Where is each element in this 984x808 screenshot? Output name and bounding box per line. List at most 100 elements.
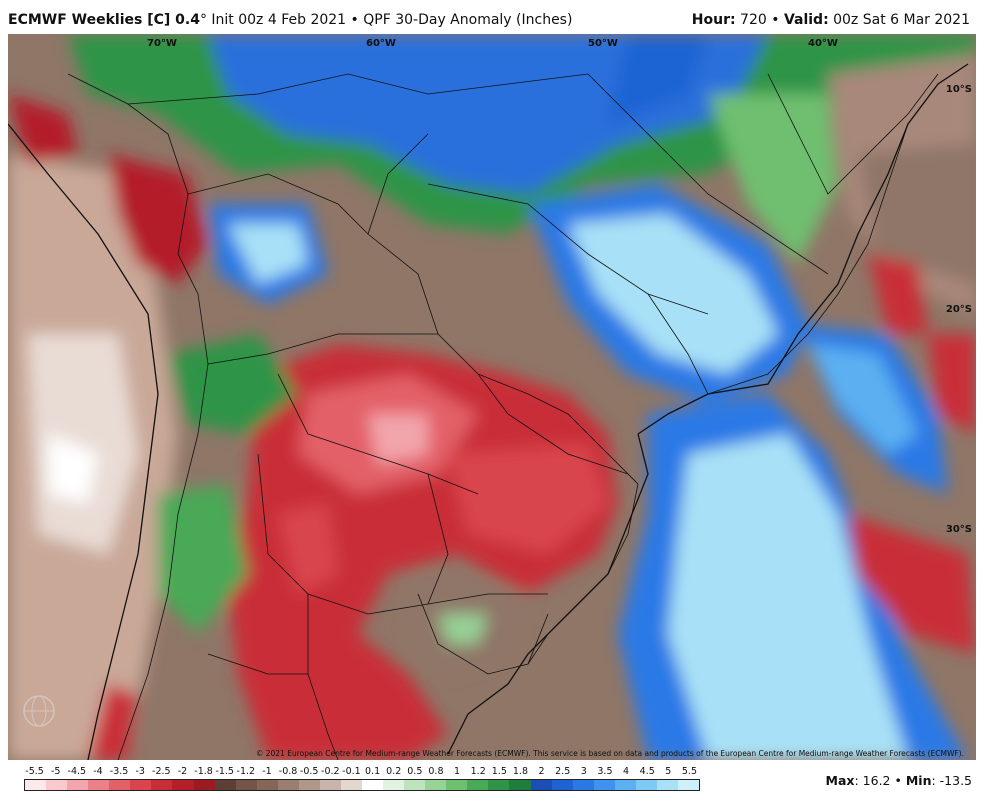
legend-tick-label: -0.1 — [342, 766, 361, 777]
legend-tick-label: 2 — [538, 766, 545, 777]
legend-swatch — [593, 780, 615, 790]
legend-swatch — [340, 780, 362, 790]
legend-tick-label: -1.2 — [236, 766, 256, 777]
title-separator: • — [346, 12, 364, 28]
degree-symbol: ° — [199, 12, 207, 28]
legend-tick-label: 1.5 — [491, 766, 507, 777]
legend-swatch — [635, 780, 657, 790]
legend-swatch — [572, 780, 594, 790]
longitude-label-70w: 70°W — [147, 38, 177, 49]
legend-tick-label: 4 — [623, 766, 630, 777]
valid-separator: • — [766, 12, 784, 28]
map-title: ECMWF Weeklies [C] 0.4° Init 00z 4 Feb 2… — [8, 12, 572, 28]
legend-swatch — [425, 780, 447, 790]
legend-tick-label: -5 — [50, 766, 61, 777]
atlantic-coastline — [637, 63, 969, 435]
legend-swatch — [362, 780, 384, 790]
legend-tick-label: 3 — [580, 766, 587, 777]
legend-swatch — [25, 780, 47, 790]
longitude-label-60w: 60°W — [366, 38, 396, 49]
legend-tick-label: 1.8 — [512, 766, 528, 777]
weatherbell-globe-icon — [23, 695, 55, 727]
legend-swatch — [509, 780, 531, 790]
legend-swatch — [46, 780, 68, 790]
copyright-notice: © 2021 European Centre for Medium-range … — [255, 749, 964, 758]
legend-swatch — [151, 780, 173, 790]
legend-tick-label: -4 — [93, 766, 103, 777]
legend-swatch — [214, 780, 236, 790]
legend-swatch — [193, 780, 215, 790]
init-time: Init 00z 4 Feb 2021 — [206, 12, 347, 28]
legend-tick-label: -5.5 — [25, 766, 44, 777]
legend-swatch — [298, 780, 320, 790]
legend-swatch — [67, 780, 89, 790]
valid-time-info: Hour: 720 • Valid: 00z Sat 6 Mar 2021 — [692, 12, 970, 28]
legend-swatch — [530, 780, 552, 790]
legend-tick-label: 3.5 — [597, 766, 613, 777]
legend-tick-label: -1.8 — [194, 766, 213, 777]
legend-tick-label: 0.5 — [407, 766, 423, 777]
legend-tick-label: 1 — [454, 766, 461, 777]
latitude-label-10s: 10°S — [945, 84, 972, 95]
max-label: Max — [825, 773, 855, 788]
legend-tick-label: -0.2 — [321, 766, 340, 777]
model-name: ECMWF Weeklies [C] 0.4 — [8, 12, 200, 28]
legend-tick-label: 0.8 — [428, 766, 444, 777]
longitude-label-40w: 40°W — [808, 38, 838, 49]
legend-swatch — [488, 780, 510, 790]
legend-swatch — [172, 780, 194, 790]
legend-tick-label: -1.5 — [215, 766, 234, 777]
longitude-label-50w: 50°W — [588, 38, 618, 49]
legend-swatch — [109, 780, 131, 790]
legend-tick-label: -2 — [177, 766, 188, 777]
precipitation-anomaly-map[interactable]: 70°W 60°W 50°W 40°W 10°S 20°S 30°S © 202… — [8, 34, 976, 760]
valid-value: 00z Sat 6 Mar 2021 — [828, 12, 970, 28]
latitude-label-20s: 20°S — [945, 304, 972, 315]
legend-colorbar — [24, 779, 700, 791]
southern-coastline — [447, 433, 649, 755]
legend-ticks: -5.5 -5 -4.5 -4 -3.5 -3 -2.5 -2 -1.8 -1.5 -1.2 -1 -0… — [24, 766, 700, 778]
legend-tick-label: 4.5 — [639, 766, 655, 777]
legend-swatch — [614, 780, 636, 790]
legend-tick-label: -0.5 — [299, 766, 319, 777]
valid-label: Valid: — [783, 12, 829, 28]
legend-tick-label: 0.1 — [365, 766, 381, 777]
legend-swatch — [677, 780, 699, 790]
legend-swatch — [88, 780, 110, 790]
legend-swatch — [467, 780, 489, 790]
legend-swatch — [130, 780, 152, 790]
hour-label: Hour: — [691, 12, 736, 28]
legend-swatch — [277, 780, 299, 790]
legend-swatch — [404, 780, 426, 790]
legend-tick-label: 5 — [665, 766, 672, 777]
legend-tick-label: 5.5 — [681, 766, 697, 777]
legend-tick-label: -3 — [135, 766, 145, 777]
legend-swatch — [235, 780, 257, 790]
map-canvas — [8, 34, 976, 760]
max-min-values: Max: 16.2 • Min: -13.5 — [826, 773, 972, 788]
maxmin-separator: • — [890, 773, 906, 788]
legend-tick-label: -0.8 — [278, 766, 298, 777]
pacific-coastline — [8, 123, 159, 760]
color-legend: -5.5 -5 -4.5 -4 -3.5 -3 -2.5 -2 -1.8 -1.5 -1.2 -1 -0… — [0, 760, 984, 808]
weatherbell-logo — [22, 694, 86, 728]
max-value: : 16.2 — [854, 773, 891, 788]
legend-swatch — [256, 780, 278, 790]
legend-swatch — [446, 780, 468, 790]
legend-tick-label: -2.5 — [152, 766, 171, 777]
legend-tick-label: -3.5 — [109, 766, 129, 777]
product-name: QPF 30-Day Anomaly (Inches) — [363, 12, 573, 28]
legend-swatch — [319, 780, 341, 790]
min-value: : -13.5 — [931, 773, 972, 788]
legend-tick-label: 0.2 — [386, 766, 402, 777]
header-bar: ECMWF Weeklies [C] 0.4° Init 00z 4 Feb 2… — [0, 0, 984, 34]
legend-swatch — [383, 780, 405, 790]
legend-tick-label: -1 — [262, 766, 272, 777]
hour-value: 720 — [735, 12, 767, 28]
latitude-label-30s: 30°S — [945, 524, 972, 535]
anomaly-field — [8, 34, 976, 760]
legend-tick-label: -4.5 — [67, 766, 87, 777]
legend-swatch — [656, 780, 678, 790]
legend-swatch — [551, 780, 573, 790]
min-label: Min — [905, 773, 932, 788]
